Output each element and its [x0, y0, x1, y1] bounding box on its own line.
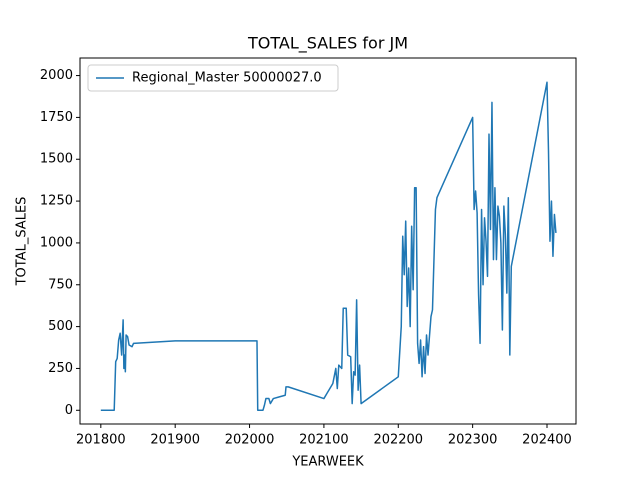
y-tick-label: 1000 — [40, 235, 73, 250]
legend-box — [87, 64, 339, 92]
y-tick-label: 250 — [48, 361, 73, 376]
x-tick-label: 202300 — [448, 433, 498, 448]
y-tick-label: 0 — [65, 403, 73, 418]
y-tick-label: 1750 — [40, 110, 73, 125]
x-tick-label: 202200 — [373, 433, 423, 448]
y-tick-label: 1250 — [40, 194, 73, 209]
x-tick-label: 201900 — [150, 433, 200, 448]
x-tick-label: 201800 — [76, 433, 126, 448]
x-axis-label: YEARWEEK — [291, 455, 364, 470]
plot-frame — [79, 57, 577, 425]
data-line — [100, 81, 557, 412]
x-tick-label: 202100 — [299, 433, 349, 448]
x-tick-label: 202000 — [225, 433, 275, 448]
y-tick-label: 750 — [48, 277, 73, 292]
legend-label: Regional_Master 50000027.0 — [132, 71, 322, 86]
x-tick-label: 202400 — [522, 433, 572, 448]
y-axis-label: TOTAL_SALES — [15, 197, 30, 287]
y-tick-label: 2000 — [40, 68, 73, 83]
chart-title: TOTAL_SALES for JM — [247, 34, 408, 54]
y-tick-label: 500 — [48, 319, 73, 334]
y-tick-label: 1500 — [40, 152, 73, 167]
